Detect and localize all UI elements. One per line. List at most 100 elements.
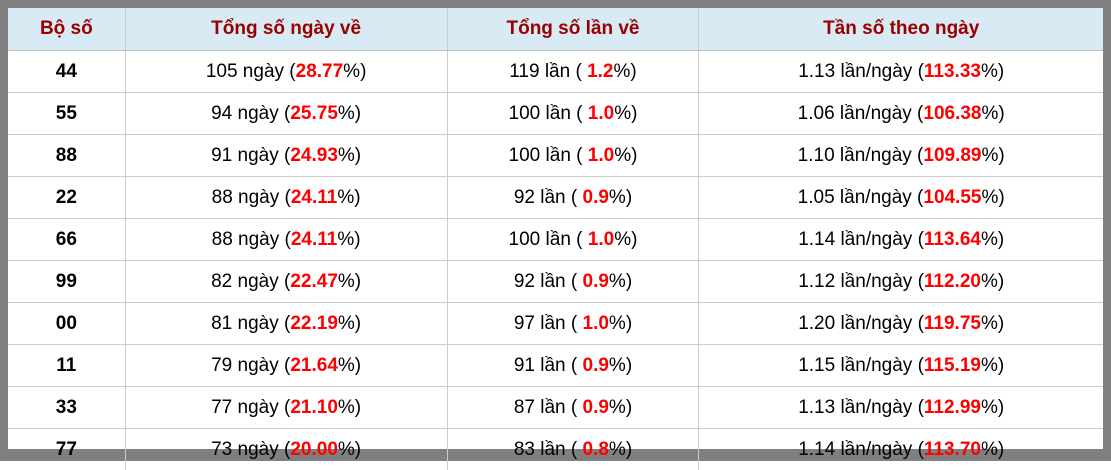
times-text: 92 lần ( xyxy=(514,271,583,292)
days-percent: 21.64 xyxy=(290,355,338,376)
days-text: 77 ngày ( xyxy=(211,397,290,418)
pair-cell: 55 xyxy=(8,93,125,135)
frequency-cell: 1.05 lần/ngày (104.55%) xyxy=(699,177,1103,219)
days-percent: 28.77 xyxy=(296,61,344,82)
table-row: 11 79 ngày (21.64%) 91 lần ( 0.9%) 1.15 … xyxy=(8,345,1103,387)
times-percent: 0.9 xyxy=(583,271,609,292)
times-suffix: %) xyxy=(614,229,637,250)
times-text: 100 lần ( xyxy=(509,103,588,124)
times-text: 91 lần ( xyxy=(514,355,583,376)
pair-cell: 88 xyxy=(8,135,125,177)
days-text: 105 ngày ( xyxy=(206,61,296,82)
days-cell: 94 ngày (25.75%) xyxy=(125,93,447,135)
days-cell: 77 ngày (21.10%) xyxy=(125,387,447,429)
times-suffix: %) xyxy=(609,187,632,208)
days-suffix: %) xyxy=(338,355,361,376)
frequency-text: 1.10 lần/ngày ( xyxy=(798,145,924,166)
frequency-cell: 1.15 lần/ngày (115.19%) xyxy=(699,345,1103,387)
times-cell: 100 lần ( 1.0%) xyxy=(447,93,699,135)
times-cell: 87 lần ( 0.9%) xyxy=(447,387,699,429)
days-suffix: %) xyxy=(338,439,361,460)
table-row: 99 82 ngày (22.47%) 92 lần ( 0.9%) 1.12 … xyxy=(8,261,1103,303)
times-text: 100 lần ( xyxy=(509,229,588,250)
table-row: 77 73 ngày (20.00%) 83 lần ( 0.8%) 1.14 … xyxy=(8,429,1103,470)
pair-cell: 00 xyxy=(8,303,125,345)
frequency-text: 1.14 lần/ngày ( xyxy=(798,229,924,250)
times-suffix: %) xyxy=(609,313,632,334)
days-suffix: %) xyxy=(338,397,361,418)
lottery-pair-stats-table: Bộ số Tổng số ngày về Tổng số lần về Tần… xyxy=(8,8,1103,470)
frequency-percent: 112.99 xyxy=(924,397,981,418)
days-suffix: %) xyxy=(338,145,361,166)
days-cell: 91 ngày (24.93%) xyxy=(125,135,447,177)
frequency-cell: 1.13 lần/ngày (112.99%) xyxy=(699,387,1103,429)
days-cell: 88 ngày (24.11%) xyxy=(125,219,447,261)
frequency-percent: 113.70 xyxy=(924,439,981,460)
days-suffix: %) xyxy=(338,103,361,124)
times-text: 92 lần ( xyxy=(514,187,583,208)
frequency-cell: 1.13 lần/ngày (113.33%) xyxy=(699,51,1103,93)
table-row: 33 77 ngày (21.10%) 87 lần ( 0.9%) 1.13 … xyxy=(8,387,1103,429)
times-percent: 0.9 xyxy=(583,397,609,418)
header-row: Bộ số Tổng số ngày về Tổng số lần về Tần… xyxy=(8,8,1103,51)
times-cell: 100 lần ( 1.0%) xyxy=(447,219,699,261)
times-percent: 0.9 xyxy=(583,355,609,376)
times-cell: 100 lần ( 1.0%) xyxy=(447,135,699,177)
days-percent: 22.47 xyxy=(290,271,338,292)
days-percent: 24.93 xyxy=(290,145,338,166)
pair-cell: 99 xyxy=(8,261,125,303)
frequency-cell: 1.06 lần/ngày (106.38%) xyxy=(699,93,1103,135)
times-suffix: %) xyxy=(614,145,637,166)
frequency-text: 1.15 lần/ngày ( xyxy=(798,355,924,376)
frequency-text: 1.13 lần/ngày ( xyxy=(798,61,924,82)
frequency-percent: 112.20 xyxy=(924,271,981,292)
frequency-text: 1.20 lần/ngày ( xyxy=(798,313,924,334)
times-percent: 0.9 xyxy=(583,187,609,208)
pair-cell: 66 xyxy=(8,219,125,261)
times-percent: 1.0 xyxy=(588,145,614,166)
times-text: 83 lần ( xyxy=(514,439,583,460)
days-text: 88 ngày ( xyxy=(212,229,291,250)
times-suffix: %) xyxy=(614,103,637,124)
header-pair: Bộ số xyxy=(8,8,125,51)
times-suffix: %) xyxy=(609,355,632,376)
days-text: 91 ngày ( xyxy=(211,145,290,166)
pair-cell: 77 xyxy=(8,429,125,470)
times-percent: 1.0 xyxy=(583,313,609,334)
header-total-days: Tổng số ngày về xyxy=(125,8,447,51)
days-suffix: %) xyxy=(338,313,361,334)
frequency-cell: 1.20 lần/ngày (119.75%) xyxy=(699,303,1103,345)
frequency-percent: 109.89 xyxy=(923,145,981,166)
table-row: 55 94 ngày (25.75%) 100 lần ( 1.0%) 1.06… xyxy=(8,93,1103,135)
days-text: 94 ngày ( xyxy=(211,103,290,124)
times-suffix: %) xyxy=(609,397,632,418)
times-cell: 91 lần ( 0.9%) xyxy=(447,345,699,387)
times-cell: 97 lần ( 1.0%) xyxy=(447,303,699,345)
days-suffix: %) xyxy=(337,229,360,250)
table-row: 44 105 ngày (28.77%) 119 lần ( 1.2%) 1.1… xyxy=(8,51,1103,93)
frequency-text: 1.05 lần/ngày ( xyxy=(798,187,924,208)
days-cell: 105 ngày (28.77%) xyxy=(125,51,447,93)
times-cell: 119 lần ( 1.2%) xyxy=(447,51,699,93)
frequency-cell: 1.14 lần/ngày (113.64%) xyxy=(699,219,1103,261)
times-suffix: %) xyxy=(609,439,632,460)
frequency-percent: 104.55 xyxy=(923,187,981,208)
times-cell: 92 lần ( 0.9%) xyxy=(447,261,699,303)
pair-cell: 11 xyxy=(8,345,125,387)
frequency-suffix: %) xyxy=(981,313,1004,334)
times-text: 87 lần ( xyxy=(514,397,583,418)
days-percent: 24.11 xyxy=(291,187,338,208)
days-text: 82 ngày ( xyxy=(211,271,290,292)
days-percent: 25.75 xyxy=(290,103,338,124)
days-cell: 88 ngày (24.11%) xyxy=(125,177,447,219)
frequency-percent: 115.19 xyxy=(924,355,981,376)
table-row: 66 88 ngày (24.11%) 100 lần ( 1.0%) 1.14… xyxy=(8,219,1103,261)
days-cell: 82 ngày (22.47%) xyxy=(125,261,447,303)
frequency-text: 1.12 lần/ngày ( xyxy=(798,271,924,292)
days-suffix: %) xyxy=(337,187,360,208)
times-cell: 92 lần ( 0.9%) xyxy=(447,177,699,219)
times-text: 119 lần ( xyxy=(509,61,587,82)
times-suffix: %) xyxy=(609,271,632,292)
frequency-percent: 113.33 xyxy=(924,61,981,82)
frequency-cell: 1.14 lần/ngày (113.70%) xyxy=(699,429,1103,470)
